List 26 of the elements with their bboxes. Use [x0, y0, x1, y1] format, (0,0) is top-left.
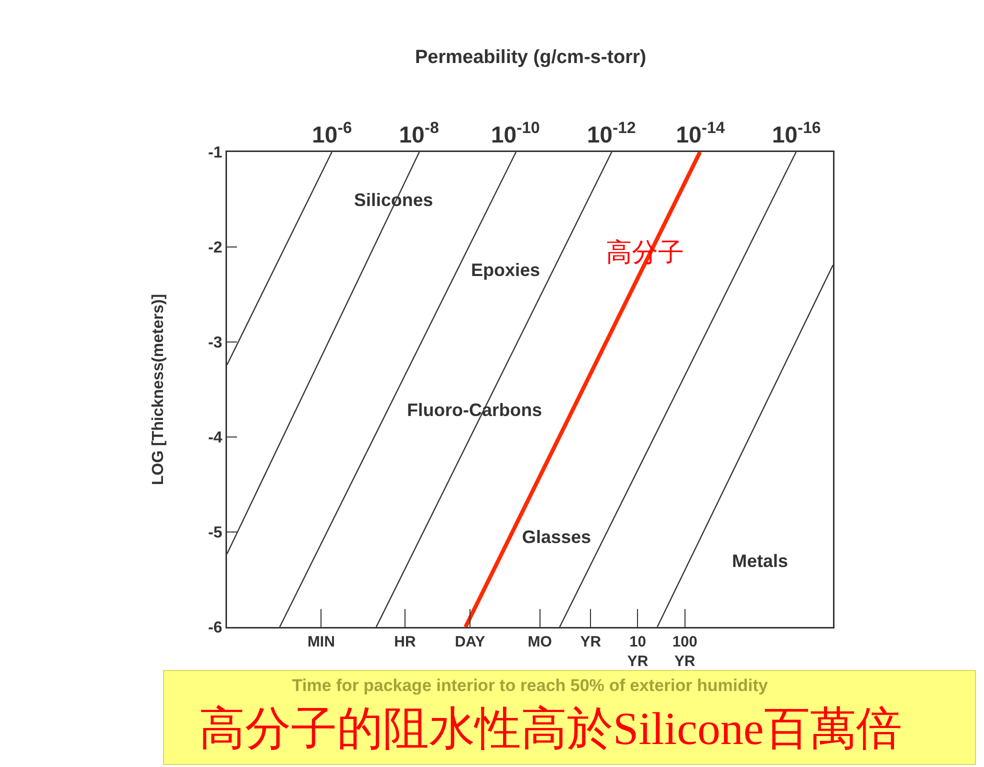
x-tick-label: MO	[528, 634, 552, 650]
annotation: 10$^{-10}$	[491, 119, 540, 148]
x-tick-label: MIN	[307, 634, 335, 650]
x-tick-label: 100 YR	[672, 634, 698, 670]
x-tick-label: DAY	[454, 634, 486, 650]
y-tick-label: -6	[208, 620, 222, 637]
x-tick-label: 10 YR	[627, 634, 648, 670]
y-axis-title: LOG [Thickness(meters)]	[150, 294, 168, 486]
annotation: Glasses	[522, 527, 592, 547]
annotation: 10$^{-14}$	[676, 119, 725, 148]
y-tick-label: -2	[208, 240, 222, 257]
annotation: Metals	[732, 551, 788, 571]
text: 高分子的阻水性高於Silicone百萬倍	[199, 703, 902, 754]
y-tick-label: -5	[208, 524, 222, 542]
x-tick-label: YR	[580, 634, 602, 650]
text: Permeability (g/cm-s-torr)	[415, 47, 646, 68]
y-tick-label: -1	[208, 144, 222, 162]
y-tick-label: -3	[208, 334, 222, 352]
annotation: 10$^{-12}$	[587, 119, 636, 148]
y-tick-label: -4	[208, 430, 222, 447]
annotation: 10$^{-16}$	[772, 119, 821, 148]
x-axis-title: Time for package interior to reach 50% of exterior humidity	[292, 676, 768, 695]
annotation: 10$^{-8}$	[399, 119, 439, 148]
annotation: 10$^{-6}$	[312, 119, 352, 148]
annotation: Epoxies	[471, 260, 540, 280]
x-tick-label: HR	[394, 634, 416, 650]
